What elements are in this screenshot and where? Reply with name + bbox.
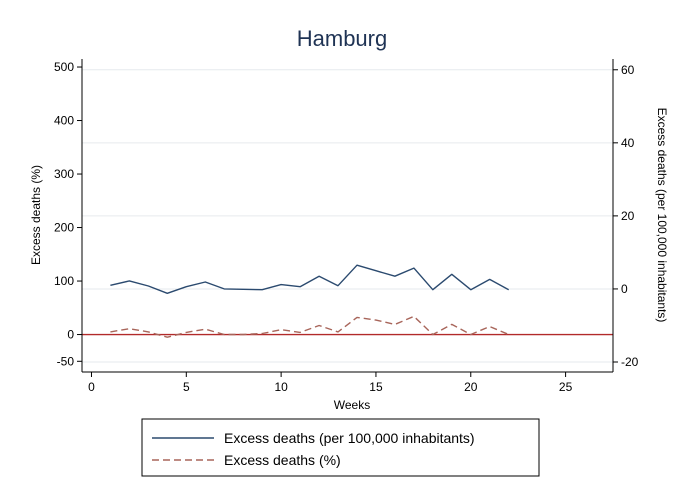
x-tick-label: 5 xyxy=(183,380,190,394)
y-left-tick-label: 400 xyxy=(54,114,74,128)
grid xyxy=(82,69,613,363)
y-right-tick-label: 0 xyxy=(621,282,628,296)
y-right-tick-label: 20 xyxy=(621,209,635,223)
y-right-tick-label: 60 xyxy=(621,63,635,77)
y-left-tick-label: 300 xyxy=(54,167,74,181)
y-left-tick-label: 200 xyxy=(54,221,74,235)
chart-title: Hamburg xyxy=(297,26,387,51)
ticks: 0 5 10 15 20 25 -50 0 100 200 300 400 500 -20 0 20 40 60 xyxy=(54,60,639,394)
x-tick-label: 25 xyxy=(559,380,573,394)
y-left-tick-label: 100 xyxy=(54,274,74,288)
y-left-tick-label: 0 xyxy=(67,328,74,342)
x-tick-label: 15 xyxy=(369,380,383,394)
legend-box xyxy=(141,418,540,477)
y-left-axis-label: Excess deaths (%) xyxy=(29,165,43,265)
y-left-tick-label: -50 xyxy=(57,354,75,368)
series-line-percent xyxy=(110,315,509,338)
series-line-per-100000 xyxy=(110,264,510,294)
y-right-tick-label: -20 xyxy=(621,355,639,369)
x-tick-label: 10 xyxy=(274,380,288,394)
legend-label: Excess deaths (per 100,000 inhabitants) xyxy=(224,430,475,446)
legend-label: Excess deaths (%) xyxy=(224,452,341,468)
y-right-axis-label: Excess deaths (per 100,000 inhabitants) xyxy=(655,108,669,323)
x-axis-label: Weeks xyxy=(334,398,370,412)
y-left-tick-label: 500 xyxy=(54,60,74,74)
legend: Excess deaths (per 100,000 inhabitants) E… xyxy=(141,418,540,477)
x-tick-label: 0 xyxy=(88,380,95,394)
y-right-tick-label: 40 xyxy=(621,136,635,150)
x-tick-label: 20 xyxy=(464,380,478,394)
series-layer xyxy=(110,264,510,338)
